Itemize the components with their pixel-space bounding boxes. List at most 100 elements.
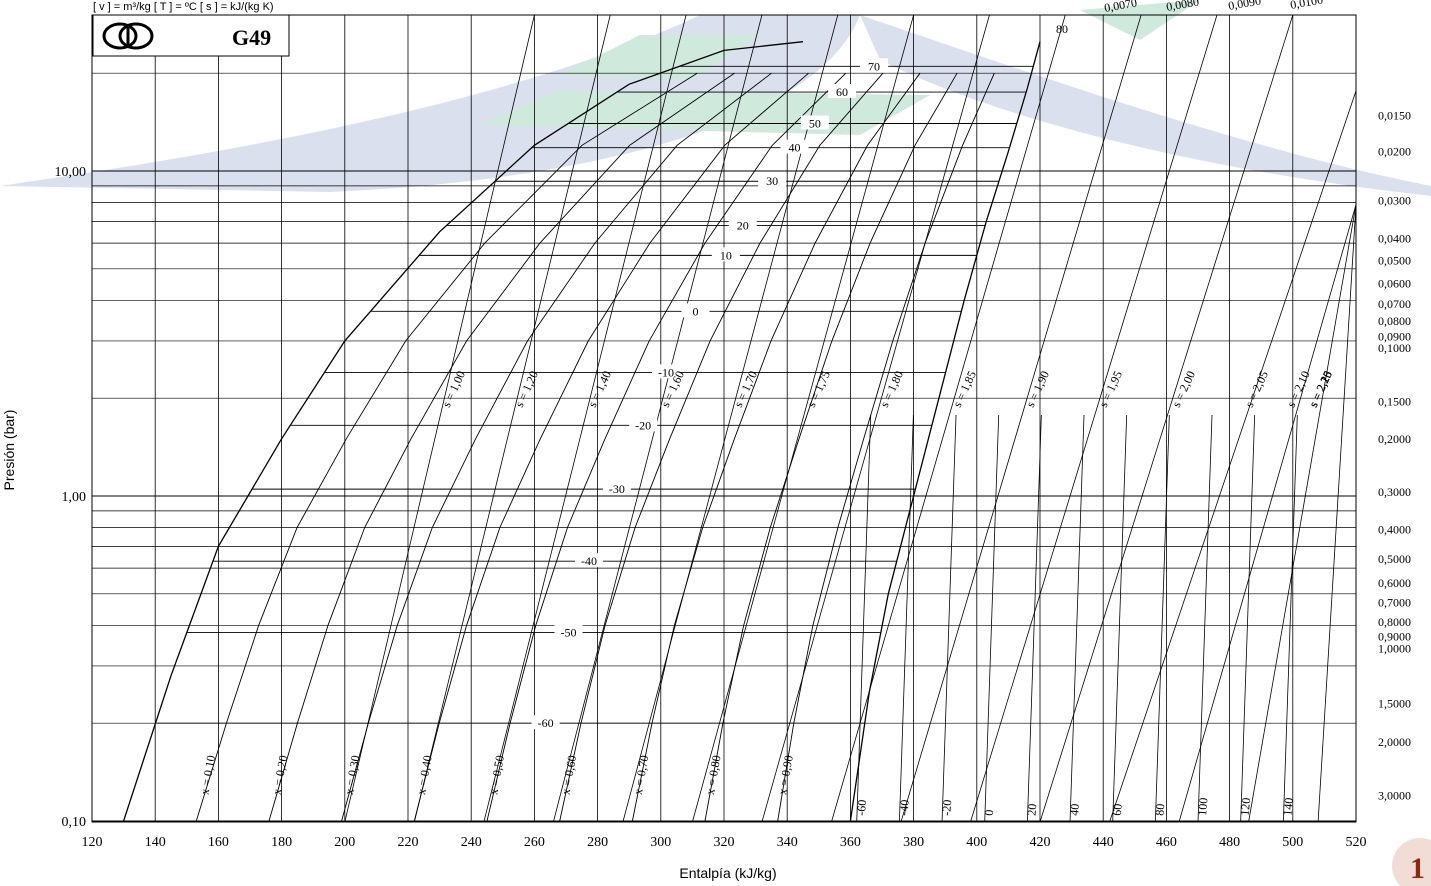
entropy-label: s = 2,05: [1242, 369, 1271, 410]
quality-line: [486, 72, 847, 822]
y-tick-label: 1,00: [62, 490, 87, 505]
vapor-isotherm-label: 120: [1238, 797, 1254, 816]
entropy-label: s = 1,70: [731, 369, 760, 410]
quality-line: [268, 72, 735, 822]
saturated-liquid-curve: [122, 41, 804, 822]
isentrope-line: [692, 14, 914, 823]
isentrope-line: [483, 14, 687, 823]
isentrope-line: [1178, 204, 1357, 823]
isotherm-label: 0: [692, 304, 698, 318]
vapor-isotherm-line: [1240, 414, 1256, 823]
isentrope-line: [413, 14, 611, 823]
isentrope-line: [900, 14, 1142, 823]
grid-lines: [91, 15, 1357, 822]
isotherm-label-bg: [860, 58, 889, 73]
vapor-isotherm-line: [984, 414, 1000, 823]
isotherm-label-bg: [652, 364, 681, 379]
volume-label: 0,0600: [1378, 277, 1411, 291]
x-tick-label: 300: [650, 835, 671, 850]
page-number-badge: 1: [1392, 838, 1431, 886]
volume-label: 0,0500: [1378, 254, 1411, 268]
quality-label: x = 0,50: [486, 754, 507, 796]
vapor-isotherm-line: [1154, 414, 1170, 823]
isotherm-label: 30: [766, 174, 778, 188]
volume-label: 0,3000: [1378, 485, 1411, 499]
isotherm-label-bg: [828, 84, 857, 99]
x-tick-label: 360: [840, 835, 861, 850]
vapor-isotherm-label: 20: [1024, 803, 1039, 816]
volume-label: 0,6000: [1378, 576, 1411, 590]
volume-label: 0,1000: [1378, 341, 1411, 355]
x-tick-label: 260: [524, 835, 545, 850]
entropy-label: s = 1,00: [439, 369, 468, 410]
quality-label: x = 0,70: [631, 754, 652, 796]
y-axis-title: Presión (bar): [1, 410, 17, 491]
isentrope-line: [761, 14, 990, 823]
quality-label: x = 0,80: [703, 754, 724, 796]
isotherm-label-bg: [758, 173, 787, 188]
vapor-isotherm-label: 100: [1195, 797, 1211, 816]
volume-label: 0,0100: [1289, 0, 1324, 12]
isotherm-label: 10: [720, 248, 732, 262]
vapor-isotherm-label: 80: [1056, 22, 1068, 36]
page-number: 1: [1410, 852, 1425, 885]
x-tick-label: 520: [1346, 835, 1367, 850]
isotherm-label-bg: [629, 417, 658, 432]
quality-line: [195, 72, 698, 822]
code-box: [92, 14, 290, 57]
isotherm-label: -20: [635, 418, 651, 432]
isentrope-line: [344, 14, 535, 823]
x-tick-label: 480: [1219, 835, 1240, 850]
quality-line: [559, 72, 884, 822]
volume-label: 0,0200: [1378, 144, 1411, 158]
isotherm-label: 50: [809, 117, 821, 131]
volume-label: 1,5000: [1378, 696, 1411, 710]
volume-label: 0,0150: [1378, 109, 1411, 123]
volume-label: 0,0900: [1378, 329, 1411, 343]
quality-label: x = 0,10: [197, 754, 218, 796]
watermark-green-shape: [560, 35, 760, 80]
vapor-isotherm-line: [856, 414, 872, 823]
x-tick-label: 400: [966, 835, 987, 850]
quality-label: x = 0,90: [775, 754, 796, 796]
vapor-isotherm-label: 140: [1280, 797, 1296, 816]
isotherm-label-bg: [780, 139, 809, 154]
chart-code: G49: [232, 25, 271, 50]
volume-label: 3,0000: [1378, 788, 1411, 802]
volume-label: 0,0080: [1165, 0, 1200, 14]
isotherm-label: -30: [609, 482, 625, 496]
entropy-label: s = 1,20: [512, 369, 541, 410]
volume-label: 0,0700: [1378, 297, 1411, 311]
quality-label: x = 0,40: [414, 754, 435, 796]
volume-label: 0,7000: [1378, 596, 1411, 610]
isentrope-line: [1039, 14, 1294, 823]
x-tick-label: 440: [1093, 835, 1114, 850]
y-tick-label: 0,10: [62, 815, 87, 830]
vapor-isotherm-line: [1026, 414, 1042, 823]
volume-label: 1,0000: [1378, 641, 1411, 655]
quality-label: x = 0,60: [558, 754, 579, 796]
x-tick-label: 220: [398, 835, 419, 850]
vapor-isotherm-label: -40: [896, 799, 911, 816]
units-note: [ v ] = m³/kg [ T ] = ºC [ s ] = kJ/(kg …: [93, 1, 274, 13]
volume-label: 0,5000: [1378, 552, 1411, 566]
volume-label: 2,0000: [1378, 735, 1411, 749]
isotherm-label-bg: [728, 217, 757, 232]
x-tick-labels: 120 140 160 180 200 220 240 260 280 300 320 340 360 3…: [82, 835, 1367, 850]
isotherm-label: 60: [836, 85, 848, 99]
volume-label: 0,8000: [1378, 615, 1411, 629]
isotherm-label-bg: [602, 481, 631, 496]
vapor-isotherm-line: [1112, 414, 1128, 823]
volume-label: 0,1500: [1378, 395, 1411, 409]
isotherm-label: 20: [737, 218, 749, 232]
x-tick-label: 460: [1156, 835, 1177, 850]
x-tick-label: 140: [145, 835, 166, 850]
x-tick-label: 420: [1030, 835, 1051, 850]
saturated-vapor-curve: [849, 41, 1041, 822]
x-tick-label: 500: [1282, 835, 1303, 850]
isentrope-line: [552, 14, 763, 823]
vapor-isotherm-line: [898, 414, 914, 823]
x-tick-label: 380: [903, 835, 924, 850]
isentrope-line: [831, 14, 1066, 823]
refrigerant-logo-icon: [102, 22, 154, 50]
